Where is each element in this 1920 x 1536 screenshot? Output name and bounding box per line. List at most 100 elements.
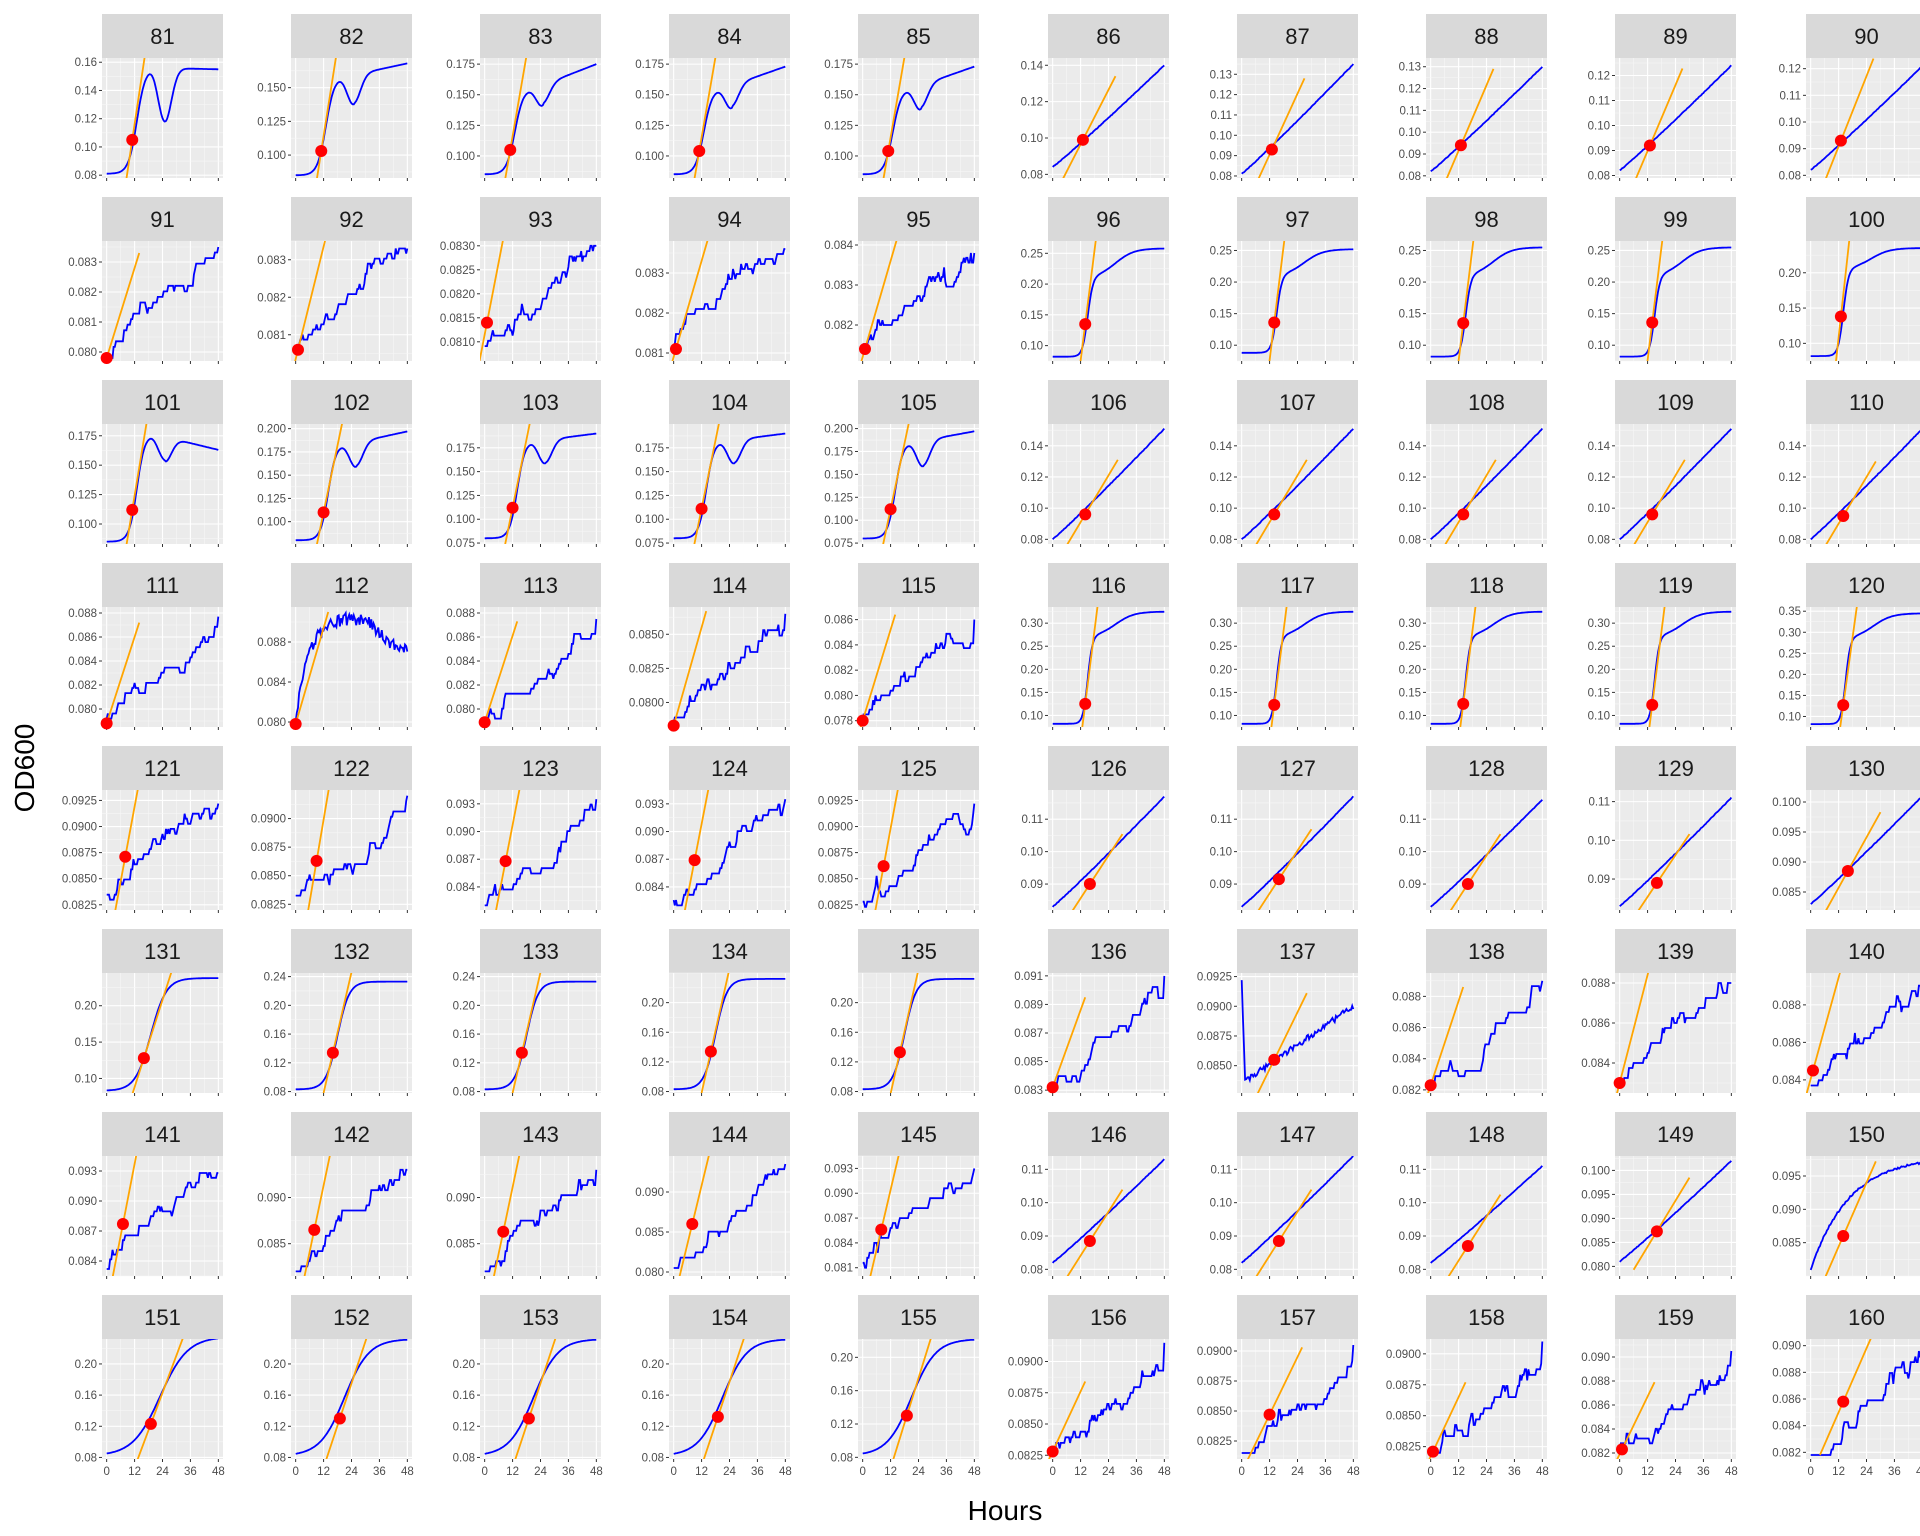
facet-strip — [1426, 563, 1547, 607]
facet-strip-label: 103 — [522, 390, 559, 415]
facet-panel-106: 106 0.08 0.10 0.12 0.14 — [1021, 380, 1169, 547]
x-tick-label: 24 — [1669, 1466, 1682, 1478]
y-tick-label: 0.08 — [831, 1452, 853, 1464]
facet-strip-label: 153 — [522, 1305, 559, 1330]
facet-strip-label: 91 — [150, 207, 174, 232]
y-tick-label: 0.0875 — [1197, 1031, 1232, 1043]
growth-curve-line — [295, 430, 408, 542]
facet-strip-label: 145 — [900, 1122, 937, 1147]
x-tick-label: 0 — [859, 1466, 865, 1478]
y-tick-label: 0.15 — [1588, 687, 1610, 699]
max-slope-tangent-line — [1633, 459, 1686, 544]
inflection-point — [310, 854, 323, 867]
facet-strip-label: 110 — [1849, 390, 1884, 415]
y-tick-label: 0.11 — [1588, 797, 1610, 809]
facet-panel-113: 113 0.080 0.082 0.084 0.086 0.088 — [446, 563, 601, 730]
facet-strip-label: 139 — [1657, 939, 1694, 964]
max-slope-tangent-line — [671, 241, 709, 361]
facet-panel-117: 117 0.10 0.15 0.20 0.25 0.30 — [1210, 563, 1358, 730]
facet-panel-88: 88 0.08 0.09 0.10 0.11 0.12 0.13 — [1399, 14, 1547, 183]
facet-strip-label: 97 — [1285, 207, 1309, 232]
facet-strip — [1615, 563, 1736, 607]
y-tick-label: 0.088 — [1392, 991, 1421, 1003]
facet-panel-150: 150 0.085 0.090 0.095 — [1772, 1112, 1920, 1279]
x-tick-label: 48 — [1916, 1466, 1920, 1478]
y-tick-label: 0.11 — [1021, 814, 1043, 826]
facet-strip-label: 120 — [1848, 573, 1885, 598]
facet-strip-label: 144 — [711, 1122, 748, 1147]
inflection-point — [1461, 1240, 1474, 1252]
facet-strip — [1806, 929, 1920, 973]
facet-panel-151: 151 0.08 0.12 0.16 0.20 0 12 24 36 48 — [75, 1295, 225, 1478]
y-tick-label: 0.095 — [1772, 827, 1801, 839]
growth-curve-line — [1619, 428, 1732, 540]
y-tick-label: 0.20 — [264, 1000, 286, 1012]
facet-panel-158: 158 0.0825 0.0850 0.0875 0.0900 0 12 24 36 48 — [1386, 1295, 1549, 1478]
max-slope-tangent-line — [889, 973, 919, 1093]
growth-curve-line — [1052, 1342, 1166, 1455]
facet-strip-label: 149 — [1657, 1122, 1694, 1147]
y-tick-label: 0.08 — [1399, 171, 1421, 183]
facet-strip-label: 147 — [1279, 1122, 1316, 1147]
growth-curve-line — [1619, 246, 1732, 358]
y-tick-label: 0.10 — [1588, 503, 1610, 515]
y-tick-label: 0.082 — [824, 665, 853, 677]
y-tick-label: 0.125 — [446, 490, 475, 502]
y-tick-label: 0.090 — [635, 827, 664, 839]
facet-strip-label: 154 — [711, 1305, 748, 1330]
facet-panel-159: 159 0.082 0.084 0.086 0.088 0.090 0 12 24 36 48 — [1581, 1295, 1738, 1478]
facet-panel-133: 133 0.08 0.12 0.16 0.20 0.24 — [453, 929, 601, 1099]
y-tick-label: 0.082 — [635, 308, 664, 320]
facet-strip-label: 158 — [1468, 1305, 1505, 1330]
y-tick-label: 0.16 — [75, 57, 97, 69]
y-tick-label: 0.15 — [75, 1037, 97, 1049]
growth-curve-line — [1810, 984, 1920, 1087]
max-slope-tangent-line — [1825, 460, 1877, 544]
growth-curve-line — [294, 610, 409, 722]
facet-strip — [480, 1112, 601, 1156]
facet-strip-label: 87 — [1285, 24, 1309, 49]
y-tick-label: 0.10 — [75, 1073, 97, 1085]
facet-panel-134: 134 0.08 0.12 0.16 0.20 — [642, 929, 790, 1099]
y-tick-label: 0.083 — [1014, 1085, 1043, 1097]
x-tick-label: 12 — [506, 1466, 519, 1478]
max-slope-tangent-line — [1256, 992, 1308, 1093]
inflection-point — [1646, 508, 1659, 521]
facet-strip — [1806, 1295, 1920, 1339]
y-tick-label: 0.084 — [68, 1256, 97, 1268]
y-tick-label: 0.12 — [264, 1058, 286, 1070]
facet-panel-125: 125 0.0825 0.0850 0.0875 0.0900 0.0925 — [818, 746, 979, 913]
inflection-point — [126, 133, 139, 146]
inflection-point — [1265, 143, 1278, 156]
max-slope-tangent-line — [125, 58, 146, 178]
x-tick-label: 0 — [670, 1466, 676, 1478]
facet-panel-115: 115 0.078 0.080 0.082 0.084 0.086 — [824, 563, 979, 730]
facet-strip-label: 81 — [150, 24, 174, 49]
facet-strip-label: 82 — [339, 24, 363, 49]
y-tick-label: 0.20 — [831, 1352, 853, 1364]
max-slope-tangent-line — [131, 973, 173, 1093]
x-tick-label: 0 — [103, 1466, 109, 1478]
facet-panel-83: 83 0.100 0.125 0.150 0.175 — [446, 14, 601, 181]
y-tick-label: 0.09 — [1210, 879, 1232, 891]
facet-strip-label: 111 — [146, 573, 179, 598]
facet-panel-105: 105 0.075 0.100 0.125 0.150 0.175 0.200 — [824, 380, 979, 550]
y-tick-label: 0.100 — [635, 514, 664, 526]
y-tick-label: 0.082 — [1581, 1448, 1610, 1460]
y-tick-label: 0.16 — [453, 1029, 475, 1041]
facet-strip — [1806, 14, 1920, 58]
inflection-point — [884, 503, 897, 516]
x-tick-label: 12 — [1263, 1466, 1276, 1478]
x-tick-label: 24 — [534, 1466, 547, 1478]
facet-strip — [1237, 929, 1358, 973]
y-tick-label: 0.100 — [257, 517, 286, 529]
max-slope-tangent-line — [1270, 607, 1288, 727]
inflection-point — [695, 502, 708, 515]
y-tick-label: 0.13 — [1399, 62, 1421, 74]
y-tick-label: 0.150 — [446, 90, 475, 102]
y-tick-label: 0.16 — [831, 1027, 853, 1039]
growth-curve-line — [1619, 982, 1732, 1084]
y-tick-label: 0.088 — [257, 637, 286, 649]
y-tick-label: 0.125 — [446, 120, 475, 132]
y-tick-label: 0.15 — [1779, 690, 1801, 702]
